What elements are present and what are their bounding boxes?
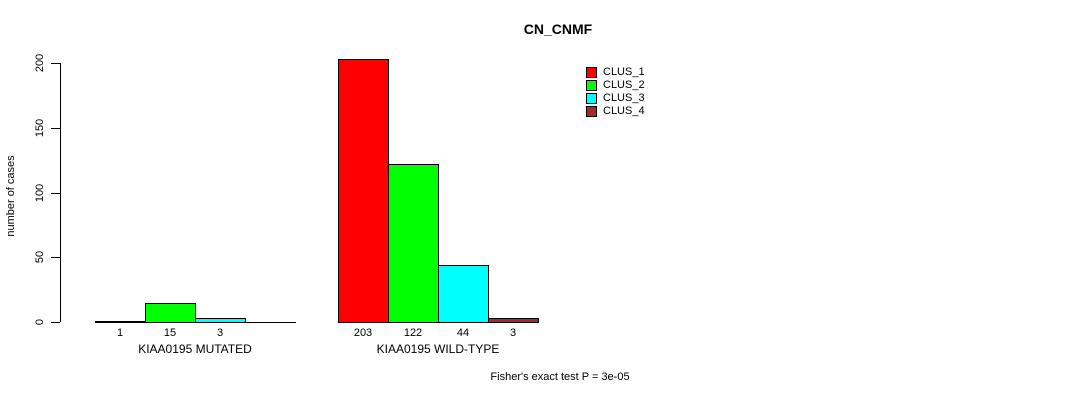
y-tick-mark xyxy=(51,128,60,129)
bar-value-label: 15 xyxy=(163,327,177,339)
bar-clus_3-group1 xyxy=(195,318,246,323)
bar-clus_1-group1 xyxy=(95,321,146,323)
y-tick-mark xyxy=(51,257,60,258)
y-axis-line xyxy=(60,63,61,322)
legend-item-clus_3: CLUS_3 xyxy=(586,92,645,104)
y-tick-label: 0 xyxy=(34,318,46,326)
legend-item-clus_2: CLUS_2 xyxy=(586,79,645,91)
bar-clus_3-group2 xyxy=(438,265,489,323)
bar-value-label: 44 xyxy=(456,327,470,339)
legend-label: CLUS_4 xyxy=(603,104,645,117)
bar-value-label: 3 xyxy=(216,327,224,339)
y-tick-mark xyxy=(51,193,60,194)
bar-value-label: 1 xyxy=(116,327,124,339)
legend-swatch-icon xyxy=(586,66,597,78)
y-tick-mark xyxy=(51,322,60,323)
y-tick-label: 150 xyxy=(34,118,46,138)
legend-item-clus_4: CLUS_4 xyxy=(586,105,645,117)
y-tick-mark xyxy=(51,63,60,64)
legend-swatch-icon xyxy=(586,79,597,91)
bar-clus_2-group1 xyxy=(145,303,196,323)
legend-label: CLUS_3 xyxy=(603,91,645,104)
legend-label: CLUS_1 xyxy=(603,65,645,78)
y-tick-label: 100 xyxy=(34,183,46,203)
y-tick-label: 50 xyxy=(34,250,46,264)
bar-clus_4-group2 xyxy=(488,318,539,323)
group-label: KIAA0195 MUTATED xyxy=(138,342,252,356)
bar-value-label: 203 xyxy=(353,327,373,339)
footnote-fisher-test: Fisher's exact test P = 3e-05 xyxy=(490,371,630,383)
y-tick-label: 200 xyxy=(34,53,46,73)
legend-swatch-icon xyxy=(586,92,597,104)
chart-title: CN_CNMF xyxy=(523,21,593,37)
bar-clus_4-group1 xyxy=(245,322,296,323)
legend-swatch-icon xyxy=(586,105,597,117)
legend-item-clus_1: CLUS_1 xyxy=(586,66,645,78)
bar-clus_1-group2 xyxy=(338,59,389,323)
group-label: KIAA0195 WILD-TYPE xyxy=(376,342,500,356)
legend-label: CLUS_2 xyxy=(603,78,645,91)
bar-clus_2-group2 xyxy=(388,164,439,323)
bar-value-label: 3 xyxy=(509,327,517,339)
y-axis-label: number of cases xyxy=(5,155,17,237)
bar-value-label: 122 xyxy=(403,327,423,339)
